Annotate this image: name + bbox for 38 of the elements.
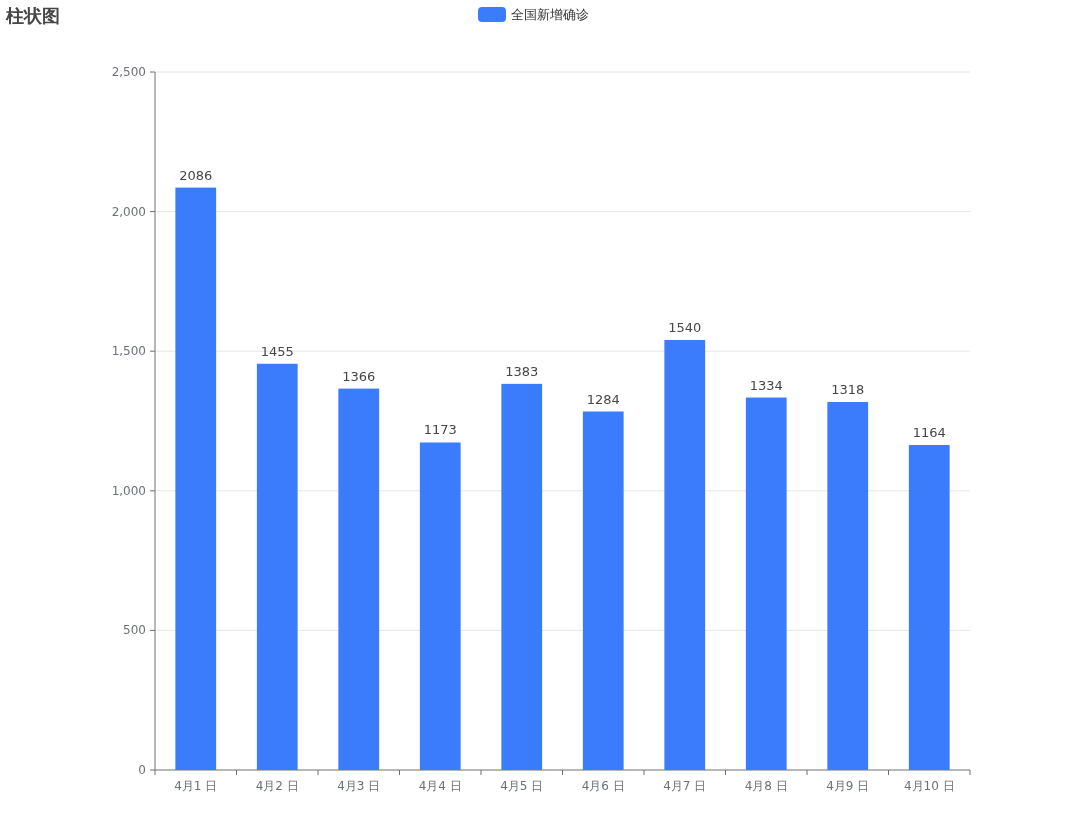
bar (501, 383, 543, 770)
x-tick-label: 4月1 日 (174, 779, 218, 793)
x-tick-label: 4月4 日 (418, 779, 462, 793)
data-label: 1164 (912, 425, 946, 441)
y-tick-label: 1,000 (111, 483, 146, 498)
bar (664, 340, 706, 770)
bar (908, 445, 950, 770)
bar (175, 187, 217, 770)
data-label: 1383 (505, 363, 539, 379)
x-tick-label: 4月5 日 (500, 779, 544, 793)
bar (256, 363, 298, 770)
bar (745, 397, 787, 770)
x-tick-label: 4月9 日 (826, 779, 870, 793)
bar (827, 402, 869, 770)
x-tick-label: 4月2 日 (255, 779, 299, 793)
x-tick-label: 4月8 日 (744, 779, 788, 793)
bar (338, 388, 380, 770)
data-label: 1284 (586, 391, 620, 407)
data-label: 2086 (179, 167, 213, 183)
y-tick-label: 2,500 (111, 65, 146, 79)
data-label: 1366 (342, 368, 376, 384)
legend-label: 全国新增确诊 (511, 7, 589, 22)
bar (582, 411, 624, 770)
y-tick-label: 500 (123, 623, 146, 638)
x-tick-label: 4月3 日 (337, 779, 381, 793)
data-label: 1173 (423, 422, 457, 438)
x-tick-label: 4月6 日 (581, 779, 625, 793)
y-tick-label: 2,000 (111, 204, 146, 219)
x-tick-label: 4月7 日 (663, 779, 707, 793)
y-tick-label: 1,500 (111, 344, 146, 359)
data-label: 1318 (831, 382, 865, 398)
chart-title: 柱状图 (5, 5, 60, 26)
data-label: 1455 (260, 343, 294, 359)
data-label: 1540 (668, 320, 702, 336)
x-tick-label: 4月10 日 (903, 779, 955, 793)
data-label: 1334 (749, 377, 783, 393)
bar (419, 442, 461, 770)
y-tick-label: 0 (138, 763, 146, 777)
